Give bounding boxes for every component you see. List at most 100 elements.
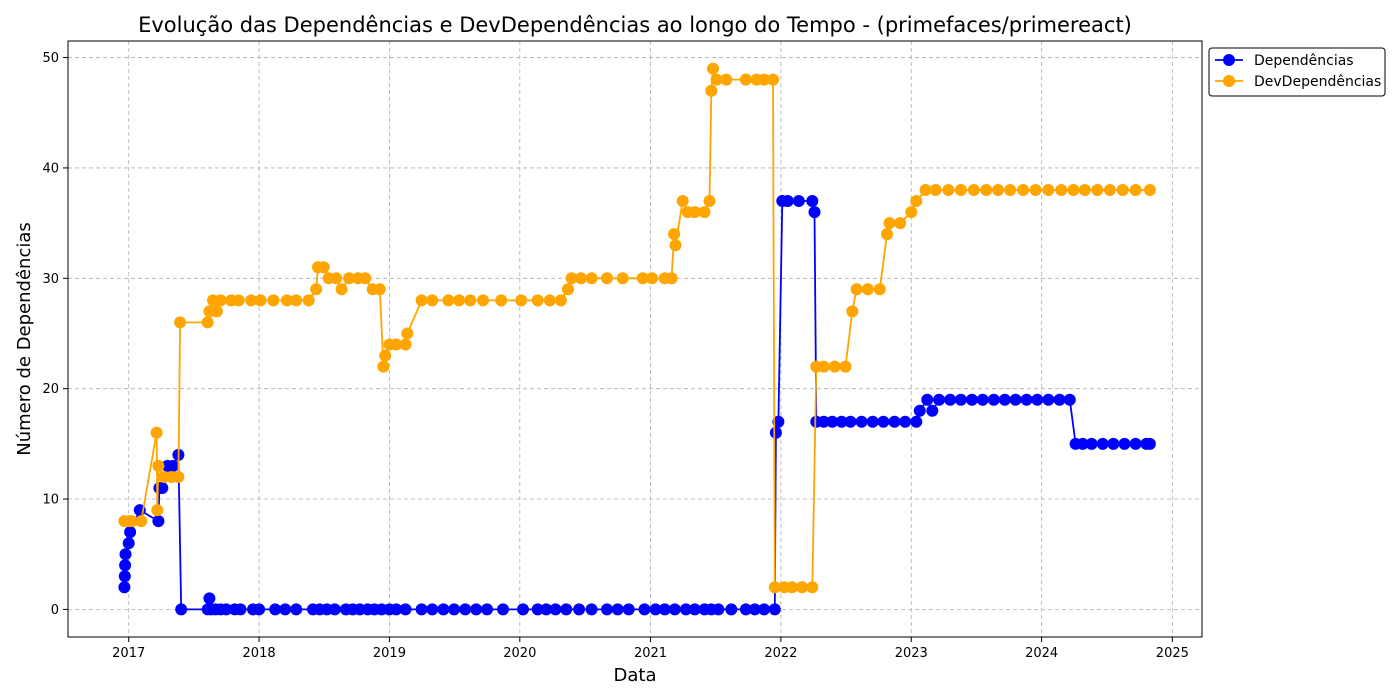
data-point <box>453 294 466 307</box>
data-point <box>905 206 918 219</box>
y-tick-label: 20 <box>42 382 59 397</box>
series-dependencias <box>118 195 1156 616</box>
data-point <box>1004 184 1017 196</box>
data-point <box>269 603 282 616</box>
data-point <box>574 272 587 285</box>
data-point <box>668 228 681 241</box>
data-point <box>310 283 323 296</box>
data-point <box>174 316 187 329</box>
data-point <box>913 404 926 417</box>
data-point <box>515 294 528 307</box>
data-point <box>210 305 223 318</box>
data-point <box>844 415 857 428</box>
y-tick-label: 40 <box>42 161 59 176</box>
x-tick-label: 2023 <box>895 646 928 661</box>
legend-label-dependencias: Dependências <box>1254 53 1354 69</box>
data-point <box>330 272 343 285</box>
data-point <box>172 471 185 483</box>
data-point <box>1107 437 1120 450</box>
data-point <box>676 195 689 207</box>
data-point <box>748 603 761 616</box>
data-point <box>688 206 701 219</box>
data-point <box>1129 437 1142 450</box>
data-point <box>401 327 414 340</box>
data-point <box>929 184 942 196</box>
data-point <box>658 603 671 616</box>
data-point <box>987 393 1000 406</box>
data-point <box>720 73 733 86</box>
data-point <box>1078 184 1091 196</box>
data-point <box>967 184 980 196</box>
data-point <box>1116 184 1129 196</box>
data-point <box>966 393 978 406</box>
data-point <box>167 459 179 472</box>
data-point <box>335 283 348 296</box>
data-point <box>560 603 573 616</box>
data-point <box>135 515 148 528</box>
data-point <box>622 603 635 616</box>
data-point <box>203 592 216 605</box>
data-point <box>806 581 819 594</box>
data-point <box>1096 437 1109 450</box>
data-point <box>919 184 932 196</box>
x-tick-label: 2022 <box>764 646 797 661</box>
x-axis-label: Data <box>614 665 657 686</box>
data-point <box>254 294 267 307</box>
data-point <box>954 393 967 406</box>
data-point <box>245 294 258 307</box>
data-point <box>883 217 896 230</box>
data-point <box>1042 393 1055 406</box>
data-point <box>781 195 794 207</box>
data-point <box>828 360 841 373</box>
data-point <box>767 73 779 86</box>
legend-box <box>1208 47 1386 97</box>
data-point <box>1076 437 1089 450</box>
data-point <box>739 73 752 86</box>
data-point <box>769 426 782 439</box>
plot-frame <box>67 40 1203 638</box>
y-tick-label: 30 <box>42 272 59 287</box>
data-point <box>280 294 293 307</box>
data-point <box>1020 393 1033 406</box>
x-tick-label: 2017 <box>112 646 145 661</box>
data-point <box>156 482 169 494</box>
data-point <box>328 603 341 616</box>
data-point <box>646 272 658 285</box>
data-point <box>175 603 188 616</box>
data-point <box>390 338 403 351</box>
data-point <box>894 217 907 230</box>
data-point <box>881 228 893 241</box>
data-point <box>786 581 798 594</box>
x-tick-label: 2020 <box>503 646 536 661</box>
data-point <box>1029 184 1042 196</box>
data-point <box>933 393 946 406</box>
data-point <box>1103 184 1116 196</box>
data-point <box>768 603 781 616</box>
y-tick-label: 10 <box>42 493 59 508</box>
data-point <box>415 603 428 616</box>
data-point <box>290 294 303 307</box>
data-point <box>826 415 839 428</box>
data-point <box>554 294 567 307</box>
data-point <box>768 581 781 594</box>
data-point <box>638 603 651 616</box>
data-point <box>290 603 303 616</box>
data-point <box>839 360 852 373</box>
chart-title: Evolução das Dependências e DevDependênc… <box>138 13 1132 37</box>
data-point <box>399 338 412 351</box>
data-point <box>866 415 879 428</box>
axis-ticks: 2017 2018 2019 2020 2021 2022 2023 2024 2025 0 10 2… <box>42 51 1188 661</box>
y-tick-label: 50 <box>42 51 59 66</box>
data-point <box>705 84 718 97</box>
data-point <box>796 581 808 594</box>
data-point <box>1042 184 1055 196</box>
x-tick-label: 2025 <box>1156 646 1189 661</box>
data-point <box>377 360 390 373</box>
data-point <box>1143 184 1156 196</box>
data-point <box>234 603 247 616</box>
data-point <box>688 603 701 616</box>
grid-lines <box>68 41 1202 637</box>
data-point <box>279 603 292 616</box>
data-point <box>477 294 489 307</box>
